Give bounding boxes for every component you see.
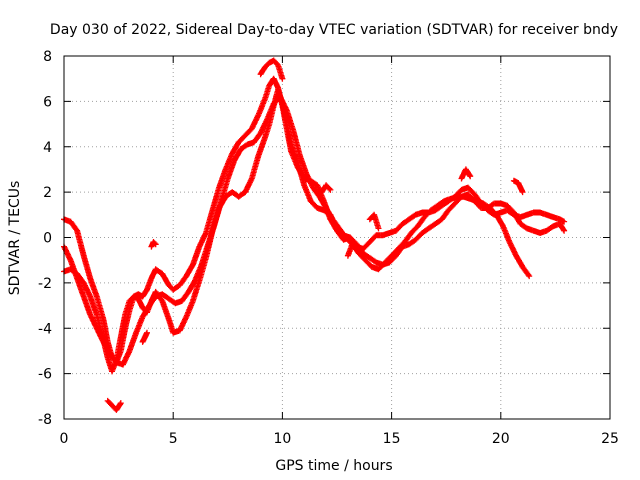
series-fragment [148, 239, 159, 250]
series-fragment [139, 329, 150, 345]
x-axis-label: GPS time / hours [275, 458, 392, 474]
x-tick-label: 20 [492, 431, 510, 447]
axes: 0 5 10 15 20 25 -8 -6 -4 -2 0 2 4 6 8 [38, 49, 619, 447]
y-tick-label: -4 [38, 321, 52, 337]
x-tick-label: 0 [60, 431, 69, 447]
y-tick-label: -8 [38, 412, 52, 428]
series-fragment [344, 241, 362, 259]
x-tick-label: 25 [601, 431, 619, 447]
y-tick-label: 4 [43, 140, 52, 156]
series-fragment [257, 57, 286, 82]
y-axis-label: SDTVAR / TECUs [7, 181, 23, 296]
series-fragment [510, 177, 526, 196]
y-tick-label: 6 [43, 94, 52, 110]
x-tick-label: 10 [273, 431, 291, 447]
series-fragment [458, 166, 474, 182]
x-tick-label: 5 [169, 431, 178, 447]
y-tick-label: -2 [38, 276, 52, 292]
y-tick-label: 2 [43, 185, 52, 201]
series-fragment [104, 397, 124, 413]
series-fragment [366, 211, 382, 232]
y-tick-label: 8 [43, 49, 52, 65]
y-tick-label: 0 [43, 231, 52, 247]
series-fragment [318, 182, 334, 196]
x-tick-label: 15 [383, 431, 401, 447]
y-tick-label: -6 [38, 367, 52, 383]
chart-title: Day 030 of 2022, Sidereal Day-to-day VTE… [50, 22, 618, 38]
